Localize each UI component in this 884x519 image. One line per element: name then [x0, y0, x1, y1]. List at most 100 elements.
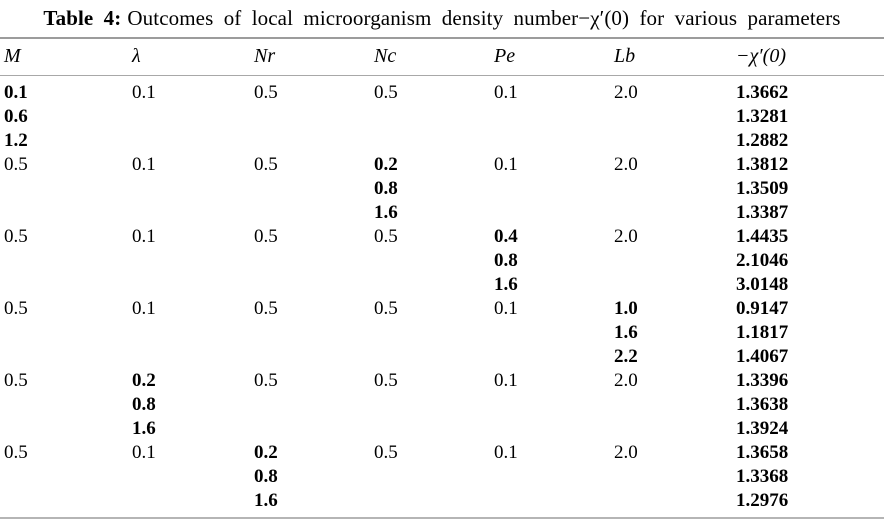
table-cell [0, 393, 128, 417]
table-cell: 1.3662 [736, 82, 789, 103]
table-cell [128, 273, 250, 297]
table-cell [128, 105, 250, 129]
table-cell [490, 321, 610, 345]
table-cell: 0.5 [254, 298, 278, 319]
table-cell [370, 249, 490, 273]
table-cell [0, 249, 128, 273]
table-cell [370, 465, 490, 489]
table-row: 1.6 1.3387 [0, 201, 884, 225]
table-cell [250, 249, 370, 273]
table-cell [610, 249, 732, 273]
table-cell [250, 201, 370, 225]
table-cell [0, 201, 128, 225]
table-cell: 0.1 [132, 226, 156, 247]
table-row: 0.5 0.1 0.5 0.5 0.1 1.0 0.9147 [0, 297, 884, 321]
table-cell: 0.5 [374, 298, 398, 319]
table-cell [0, 465, 128, 489]
table-cell [128, 489, 250, 518]
table-cell [490, 465, 610, 489]
table-cell: 1.3924 [736, 418, 789, 439]
table-cell [490, 129, 610, 153]
table-cell: 0.1 [132, 442, 156, 463]
table-cell [250, 177, 370, 201]
table-cell [250, 393, 370, 417]
table-cell [610, 273, 732, 297]
table-cell: 0.5 [374, 442, 398, 463]
table-cell [610, 129, 732, 153]
table-cell [610, 489, 732, 518]
table-cell [610, 105, 732, 129]
table-cell: 0.5 [4, 442, 28, 463]
table-cell [490, 417, 610, 441]
table-caption-text: Outcomes of local microorganism density … [127, 6, 841, 30]
table-cell: 0.5 [254, 154, 278, 175]
table-cell: 0.8 [132, 394, 156, 415]
table-cell: 1.6 [614, 322, 638, 343]
table-cell: 0.1 [494, 298, 518, 319]
table-cell: 0.1 [494, 154, 518, 175]
table-row: 1.6 1.1817 [0, 321, 884, 345]
table-row: 1.6 1.3924 [0, 417, 884, 441]
table-cell: 0.2 [374, 154, 398, 175]
table-cell: 1.3812 [736, 154, 789, 175]
table-cell: 0.1 [494, 370, 518, 391]
table-cell [610, 393, 732, 417]
table-row: 1.6 1.2976 [0, 489, 884, 518]
table-cell [370, 105, 490, 129]
table-cell: 1.2882 [736, 130, 789, 151]
table-cell: 2.0 [614, 82, 638, 103]
table-cell [250, 345, 370, 369]
table-cell: 1.6 [132, 418, 156, 439]
table-cell [250, 321, 370, 345]
table-cell [128, 249, 250, 273]
column-header-nc: Nc [370, 38, 490, 76]
table-cell [610, 201, 732, 225]
table-cell: 0.8 [254, 466, 278, 487]
table-cell [128, 345, 250, 369]
table-cell [490, 489, 610, 518]
table-cell [128, 321, 250, 345]
table-cell [610, 465, 732, 489]
table-cell: 2.0 [614, 226, 638, 247]
table-cell: 0.5 [4, 226, 28, 247]
table-cell: 1.3509 [736, 178, 789, 199]
table-cell: 0.8 [494, 250, 518, 271]
table-cell: 0.1 [494, 82, 518, 103]
table-cell [490, 177, 610, 201]
table-cell: 1.3368 [736, 466, 789, 487]
table-cell: 0.5 [254, 370, 278, 391]
table-row: 0.1 0.1 0.5 0.5 0.1 2.0 1.3662 [0, 76, 884, 106]
table-cell [370, 345, 490, 369]
table-cell [250, 273, 370, 297]
table-cell: 0.2 [132, 370, 156, 391]
table-caption: Table 4: Outcomes of local microorganism … [0, 4, 884, 31]
table-cell: 1.2976 [736, 490, 789, 511]
table-cell [0, 417, 128, 441]
table-cell [128, 129, 250, 153]
table-cell [128, 201, 250, 225]
table-cell: 0.5 [374, 226, 398, 247]
table-cell: 0.5 [374, 370, 398, 391]
table-cell: 2.0 [614, 442, 638, 463]
table-cell: 0.4 [494, 226, 518, 247]
column-header-nr: Nr [250, 38, 370, 76]
table-row: 0.8 1.3368 [0, 465, 884, 489]
column-header-chi: −χ′(0) [732, 38, 884, 76]
table-cell: 0.5 [254, 226, 278, 247]
table-cell: 3.0148 [736, 274, 789, 295]
table-cell: 0.5 [254, 82, 278, 103]
table-row: 1.6 3.0148 [0, 273, 884, 297]
table-cell [0, 273, 128, 297]
table-cell [0, 177, 128, 201]
table-cell [370, 273, 490, 297]
table-cell [128, 465, 250, 489]
table-cell [250, 417, 370, 441]
table-cell: 0.8 [374, 178, 398, 199]
table-cell: 0.6 [4, 106, 28, 127]
column-header-m: M [0, 38, 128, 76]
table-row: 0.5 0.1 0.2 0.5 0.1 2.0 1.3658 [0, 441, 884, 465]
table-cell [370, 417, 490, 441]
table-cell [370, 129, 490, 153]
